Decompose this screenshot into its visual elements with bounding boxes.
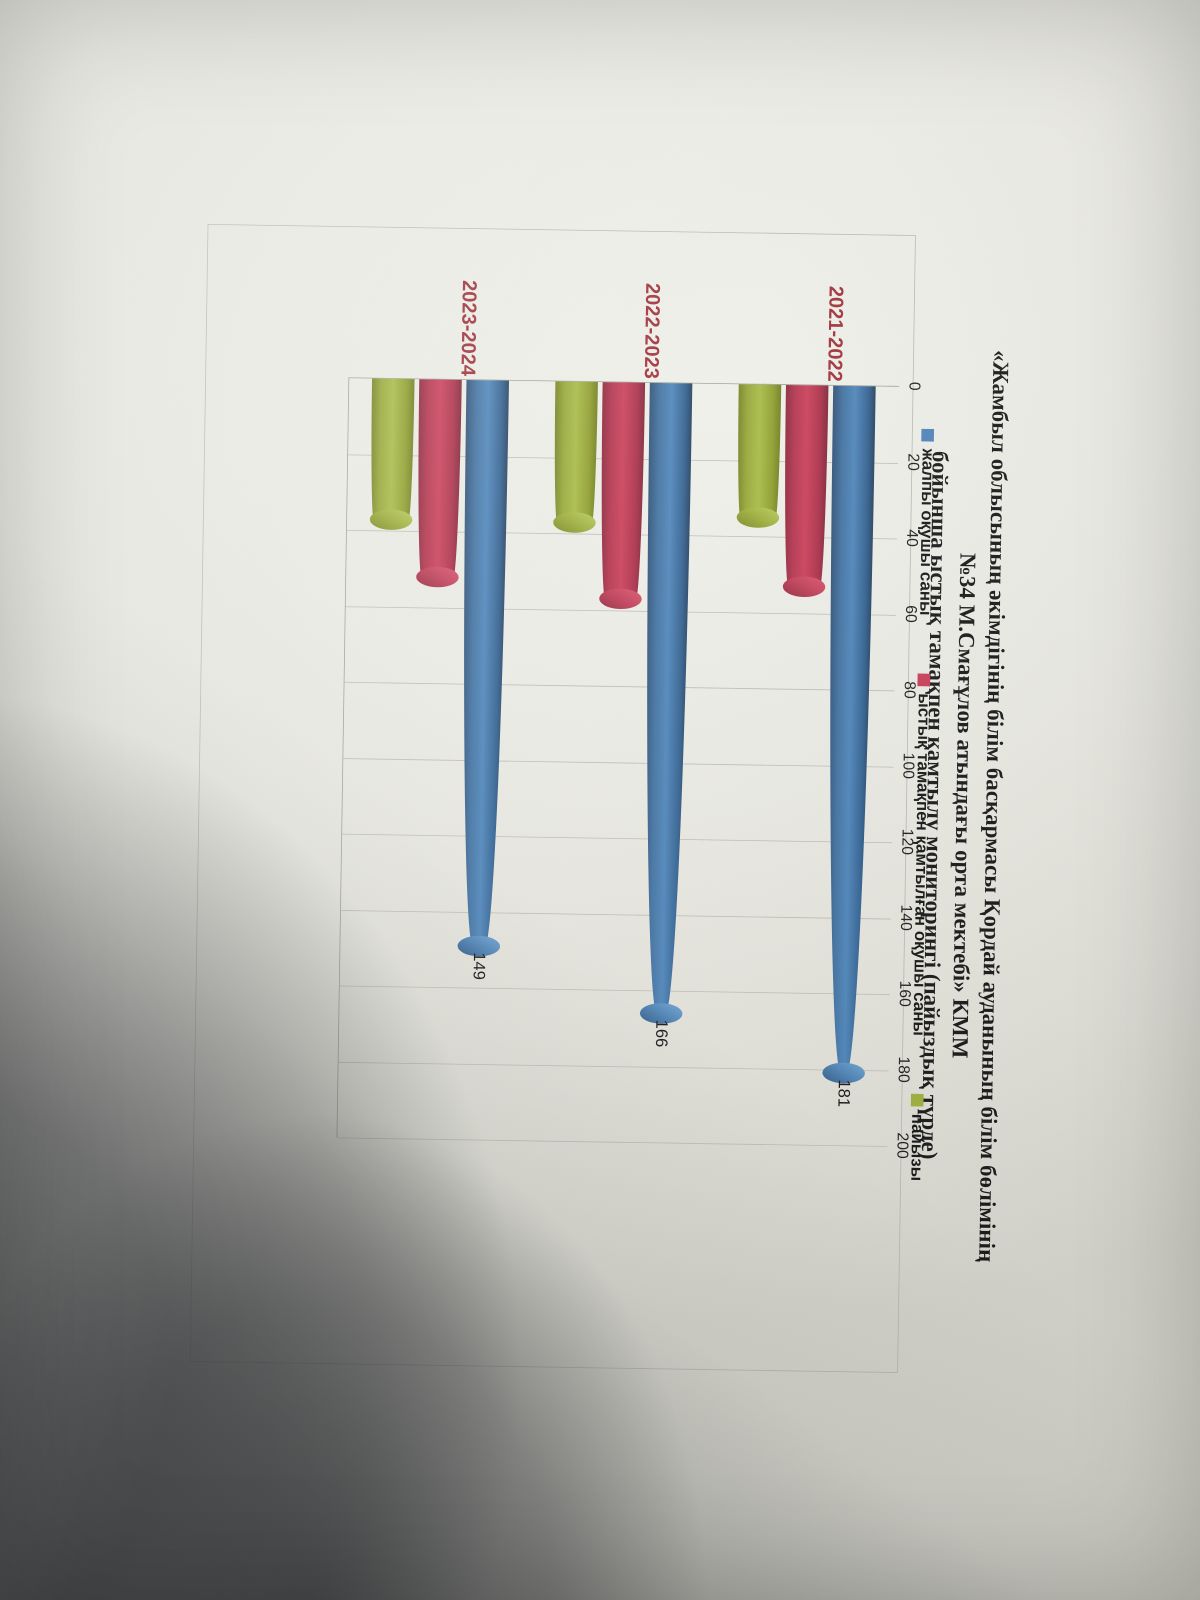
bar-cap-right xyxy=(736,506,780,529)
bar-body xyxy=(370,378,415,520)
bar-2021-2022-series-1[interactable]: 181 xyxy=(822,385,877,1107)
x-tick-label: 40 xyxy=(903,529,921,547)
bar-value-label: 166 xyxy=(652,1019,671,1048)
gridline xyxy=(340,909,891,920)
bar-shape xyxy=(822,385,877,1084)
bar-shape xyxy=(640,382,693,1024)
x-tick-label: 140 xyxy=(897,904,915,932)
bar-2023-2024-series-2[interactable] xyxy=(416,379,463,588)
bar-body xyxy=(599,382,646,600)
rotated-chart-page: «Жамбыл облысының әкімдігінің білім басқ… xyxy=(166,195,1035,1404)
bar-shape xyxy=(370,378,415,530)
bar-cap-right xyxy=(553,511,597,533)
bar-2022-2023-series-1[interactable]: 166 xyxy=(640,382,693,1047)
bar-2021-2022-series-3[interactable] xyxy=(736,384,782,529)
bar-shape xyxy=(736,384,782,529)
bar-cap-right xyxy=(370,508,413,530)
legend-swatch-olive-icon xyxy=(911,1094,924,1107)
bar-shape xyxy=(783,384,829,598)
chart-sheet: «Жамбыл облысының әкімдігінің білім басқ… xyxy=(166,195,1035,1404)
bar-2022-2023-series-2[interactable] xyxy=(599,382,646,610)
bar-body xyxy=(737,384,782,518)
bar-body xyxy=(783,384,829,587)
category-axis-labels: 2021-2022 2022-2023 2023-2024 xyxy=(348,245,901,386)
category-label-2023-2024: 2023-2024 xyxy=(457,279,481,377)
bar-shape xyxy=(553,381,599,533)
bar-body xyxy=(640,382,693,1014)
x-tick-label: 20 xyxy=(904,453,922,472)
x-tick-label: 160 xyxy=(895,980,914,1007)
gridline xyxy=(344,681,895,692)
x-tick-label: 0 xyxy=(905,381,923,391)
x-tick-label: 80 xyxy=(900,681,919,699)
category-label-2021-2022: 2021-2022 xyxy=(823,285,848,382)
bar-shape xyxy=(599,382,646,610)
bar-shape xyxy=(416,379,463,588)
bar-2022-2023-series-3[interactable] xyxy=(553,381,599,533)
bar-cap-right xyxy=(599,588,643,610)
bar-body xyxy=(553,381,599,523)
bar-body xyxy=(458,379,510,947)
bar-value-label: 181 xyxy=(834,1079,854,1108)
bar-cap-right xyxy=(416,566,460,588)
bar-value-label: 149 xyxy=(470,952,489,981)
legend-swatch-blue-icon xyxy=(921,428,935,442)
category-label-2022-2023: 2022-2023 xyxy=(640,282,665,380)
bar-cap-right xyxy=(783,575,826,598)
bar-2021-2022-series-2[interactable] xyxy=(783,384,829,598)
x-tick-label: 60 xyxy=(901,605,920,623)
x-tick-label: 120 xyxy=(898,828,916,856)
plot-area: 181 166 149 xyxy=(336,377,900,1147)
bar-2023-2024-series-3[interactable] xyxy=(370,378,415,530)
bar-body xyxy=(416,379,463,578)
bar-shape xyxy=(457,379,510,957)
x-tick-label: 200 xyxy=(893,1132,912,1159)
x-tick-label: 100 xyxy=(899,752,918,780)
gridline xyxy=(338,1061,889,1071)
gridline xyxy=(342,833,893,844)
bar-2023-2024-series-1[interactable]: 149 xyxy=(457,379,510,980)
legend-swatch-red-icon xyxy=(917,673,931,687)
gridline xyxy=(343,757,894,768)
bar-body xyxy=(822,385,877,1074)
gridline xyxy=(339,985,890,996)
x-tick-label: 180 xyxy=(894,1056,913,1083)
